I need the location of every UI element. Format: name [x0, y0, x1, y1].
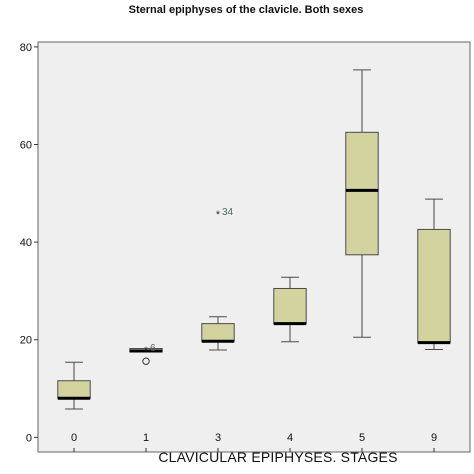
box-3 — [201, 316, 235, 351]
y-tick-label: 0 — [26, 432, 32, 444]
outlier-series: * 6* 34 — [142, 207, 234, 365]
box-iqr — [57, 380, 91, 399]
y-tick-label: 60 — [20, 140, 32, 152]
y-tick-label: 80 — [20, 42, 32, 54]
chart-title: Sternal epiphyses of the clavicle. Both … — [129, 4, 364, 16]
outlier-label: 6 — [150, 343, 156, 354]
x-tick-label: 1 — [143, 432, 149, 444]
y-tick-label: 40 — [20, 237, 32, 249]
box-5 — [345, 69, 379, 338]
extreme-point: * — [144, 345, 149, 357]
box-iqr — [273, 287, 307, 325]
plot-area — [37, 41, 471, 453]
box-iqr — [345, 131, 379, 256]
extreme-point: * — [216, 209, 221, 221]
x-axis-label: CLAVICULAR EPIPHYSES. STAGES — [158, 449, 397, 465]
x-tick-label: 3 — [215, 432, 221, 444]
outlier-point — [142, 357, 150, 365]
y-axis: 0 20 40 60 80 — [20, 42, 38, 444]
box-4 — [273, 276, 307, 343]
x-tick-label: 5 — [359, 432, 365, 444]
x-tick-label: 9 — [431, 432, 437, 444]
x-tick-label: 4 — [287, 432, 293, 444]
y-tick-label: 20 — [20, 335, 32, 347]
x-axis: 0 1 3 4 5 9 — [71, 432, 437, 452]
box-series — [57, 69, 451, 410]
outlier-label: 34 — [222, 207, 234, 218]
box-iqr — [201, 323, 235, 342]
x-tick-label: 0 — [71, 432, 77, 444]
box-iqr — [417, 228, 451, 344]
box-9 — [417, 198, 451, 350]
box-1 — [129, 348, 163, 353]
box-0 — [57, 361, 91, 410]
